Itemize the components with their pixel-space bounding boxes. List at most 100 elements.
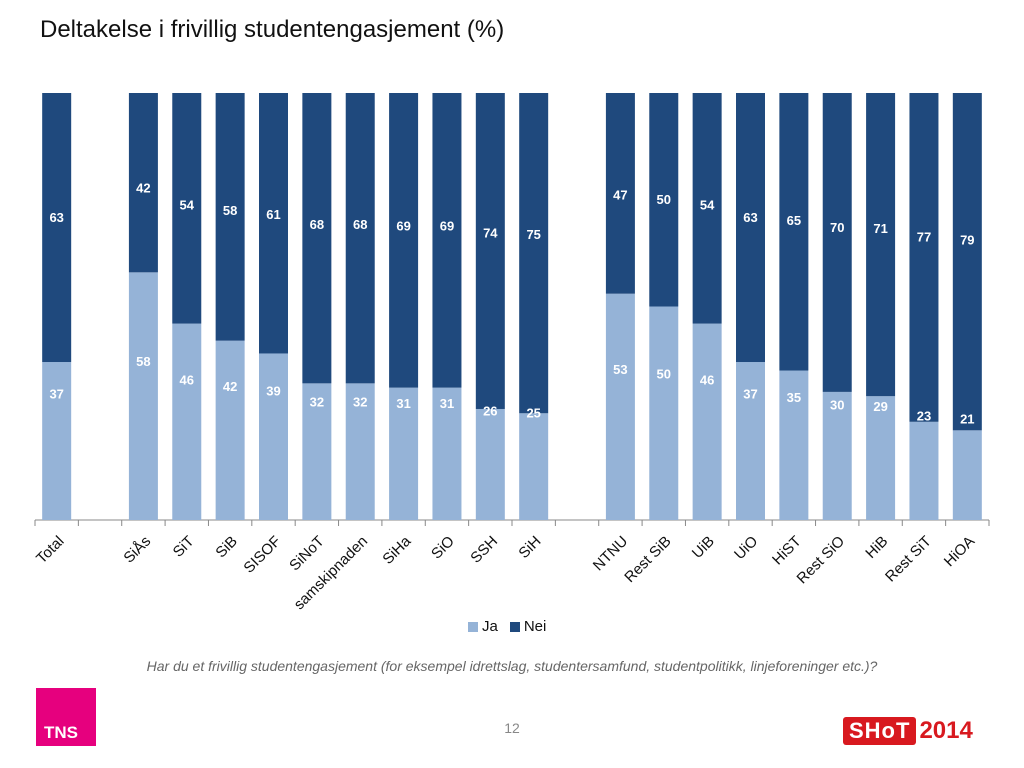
tick-label-hioa: HiOA	[941, 533, 978, 570]
data-label-ja: 37	[49, 387, 63, 402]
shot-logo: SHoT 2014	[843, 716, 973, 746]
bar-ja-uio	[736, 362, 765, 520]
bar-ja-hist	[779, 370, 809, 520]
data-label-nei: 74	[483, 225, 498, 240]
data-label-nei: 77	[917, 230, 931, 245]
bar-ja-hioa	[952, 430, 982, 520]
data-label-ja: 23	[917, 408, 931, 423]
bar-nei-si-s	[128, 93, 158, 273]
bar-nei-samskipnaden	[345, 93, 375, 384]
bar-ja-rest-sio	[822, 391, 852, 520]
data-label-nei: 63	[743, 210, 757, 225]
bar-nei-sib	[215, 93, 245, 341]
bar-nei-uio	[736, 93, 765, 363]
survey-question: Har du et frivillig studentengasjement (…	[146, 658, 878, 674]
tick-label-sib: SiB	[212, 533, 241, 562]
data-label-ja: 30	[830, 398, 844, 413]
data-label-ja: 46	[700, 373, 714, 388]
bar-nei-hist	[779, 93, 809, 371]
tick-label-rest-sio: Rest SiO	[794, 533, 848, 587]
data-label-ja: 32	[310, 394, 324, 409]
data-label-nei: 42	[136, 181, 150, 196]
bar-nei-hioa	[952, 93, 982, 431]
tick-label-sisof: SISOF	[240, 533, 284, 577]
data-label-ja: 39	[266, 384, 280, 399]
bar-nei-rest-sib	[649, 93, 679, 307]
legend-item-ja: Ja	[468, 618, 498, 635]
data-label-nei: 68	[310, 217, 324, 232]
bar-ja-siha	[389, 387, 419, 520]
data-label-nei: 63	[49, 210, 63, 225]
bar-nei-uib	[692, 93, 722, 324]
tick-label-ssh: SSH	[467, 533, 501, 567]
tick-label-uib: UiB	[689, 533, 718, 562]
bar-ja-si-s	[128, 272, 158, 520]
data-label-ja: 35	[787, 390, 801, 405]
stacked-bar-chart: 37 63 Total 58 42 SiÅs 46 54 SiT 42 58 SiB 39 61 SISOF…	[33, 93, 990, 613]
tns-logo-text: TNS	[44, 723, 78, 742]
tick-label-rest-sib: Rest SiB	[621, 533, 674, 586]
tick-label-uio: UiO	[731, 533, 761, 563]
bar-nei-ssh	[475, 93, 505, 409]
bar-ja-rest-sib	[649, 306, 679, 520]
data-label-ja: 32	[353, 394, 367, 409]
tick-label-sih: SiH	[515, 533, 544, 562]
tick-label-hib: HiB	[862, 533, 891, 562]
data-label-nei: 50	[657, 192, 671, 207]
tick-label-ntnu: NTNU	[590, 533, 631, 574]
data-label-nei: 47	[613, 188, 627, 203]
data-label-ja: 26	[483, 404, 497, 419]
bar-nei-total	[42, 93, 72, 363]
data-label-nei: 54	[700, 197, 715, 212]
data-label-ja: 42	[223, 379, 237, 394]
bar-nei-ntnu	[605, 93, 635, 294]
bar-ja-sisof	[259, 353, 288, 520]
data-label-ja: 29	[873, 399, 887, 414]
bar-nei-siha	[389, 93, 419, 388]
bar-nei-rest-sit	[909, 93, 939, 422]
data-label-ja: 31	[440, 396, 454, 411]
bar-ja-ssh	[475, 408, 505, 520]
data-label-nei: 71	[873, 221, 887, 236]
data-label-nei: 54	[180, 197, 195, 212]
page-number: 12	[504, 720, 520, 736]
chart-legend: Ja Nei	[468, 618, 552, 635]
data-label-ja: 46	[180, 373, 194, 388]
data-label-ja: 50	[657, 367, 671, 382]
tick-label-sit: SiT	[170, 533, 198, 561]
legend-label-nei: Nei	[523, 618, 547, 635]
bar-nei-sih	[519, 93, 549, 414]
shot-logo-text: SHoT	[843, 717, 917, 745]
legend-swatch-nei	[509, 621, 520, 632]
data-label-nei: 58	[223, 203, 237, 218]
legend-item-nei: Nei	[509, 618, 547, 635]
bar-ja-samskipnaden	[345, 383, 375, 520]
tick-label-sio: SiO	[428, 533, 458, 563]
bar-ja-sih	[519, 413, 549, 520]
bar-ja-hib	[866, 396, 896, 520]
tick-label-siha: SiHa	[379, 532, 414, 567]
data-label-ja: 31	[396, 396, 410, 411]
bar-ja-ntnu	[605, 293, 635, 520]
data-label-nei: 70	[830, 220, 844, 235]
tick-label-si-s: SiÅs	[120, 533, 154, 567]
bar-nei-sit	[172, 93, 202, 324]
shot-logo-year: 2014	[919, 717, 973, 744]
bar-nei-hib	[866, 93, 896, 397]
tick-label-hist: HiST	[769, 533, 805, 569]
tick-label-rest-sit: Rest SiT	[882, 533, 935, 586]
bar-ja-sio	[432, 387, 462, 520]
bar-ja-sinot	[302, 383, 332, 520]
bar-ja-uib	[692, 323, 722, 520]
bar-ja-total	[42, 362, 72, 520]
data-label-ja: 53	[613, 362, 627, 377]
data-label-nei: 79	[960, 232, 974, 247]
bar-ja-sit	[172, 323, 202, 520]
data-label-ja: 21	[960, 411, 974, 426]
bar-nei-sio	[432, 93, 462, 388]
bar-nei-sisof	[259, 93, 288, 354]
data-label-ja: 58	[136, 354, 150, 369]
data-label-nei: 65	[787, 213, 801, 228]
tick-label-sinot: SiNoT	[286, 533, 327, 574]
data-label-ja: 25	[526, 405, 540, 420]
